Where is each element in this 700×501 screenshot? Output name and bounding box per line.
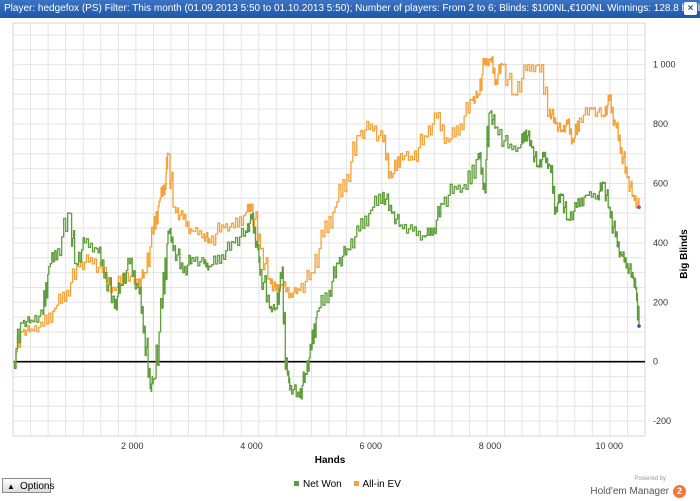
y-tick-label: 400 <box>653 238 668 248</box>
legend-item-net-won[interactable]: Net Won <box>294 479 342 491</box>
options-label: Options <box>20 481 55 492</box>
brand-name: Hold'em Manager <box>590 485 669 497</box>
y-tick-label: 600 <box>653 178 668 188</box>
net-won-swatch <box>294 481 299 486</box>
x-axis-ticks: 2 000 4 000 6 000 8 000 10 000 <box>121 441 623 451</box>
y-axis-label: Big Blinds <box>679 229 690 279</box>
powered-by-text: Powered by <box>634 476 666 482</box>
legend-label-allin-ev: All-in EV <box>362 479 401 490</box>
x-tick-label: 2 000 <box>121 441 144 451</box>
x-tick-label: 6 000 <box>359 441 382 451</box>
options-button[interactable]: ▲ Options <box>2 478 55 493</box>
close-icon[interactable]: × <box>684 2 697 15</box>
x-tick-label: 4 000 <box>240 441 263 451</box>
x-tick-label: 10 000 <box>595 441 623 451</box>
report-filter-caption: Player: hedgefox (PS) Filter: This month… <box>4 3 700 14</box>
brand-block: Powered by Hold'em Manager 2 <box>590 476 686 501</box>
legend-label-net-won: Net Won <box>303 479 342 490</box>
net-won-endpoint <box>637 324 641 328</box>
series-layer <box>13 56 641 400</box>
y-tick-label: 0 <box>653 357 658 367</box>
title-bar: Player: hedgefox (PS) Filter: This month… <box>0 0 700 18</box>
y-tick-label: -200 <box>653 416 671 426</box>
y-tick-label: 800 <box>653 119 668 129</box>
allin-ev-endpoint <box>637 205 641 210</box>
legend-item-allin-ev[interactable]: All-in EV <box>353 479 401 491</box>
winnings-graph: 2 000 4 000 6 000 8 000 10 000 -200 0 200 400 60… <box>12 22 690 466</box>
y-tick-label: 200 <box>653 297 668 307</box>
x-axis-label: Hands <box>315 455 346 466</box>
x-tick-label: 8 000 <box>479 441 502 451</box>
net-won-line <box>13 110 640 400</box>
chevron-up-icon: ▲ <box>7 482 15 491</box>
y-tick-label: 1 000 <box>653 60 676 70</box>
chart-legend: Net Won All-in EV <box>294 479 410 491</box>
brand-logo-icon: 2 <box>673 485 686 499</box>
y-axis-ticks: -200 0 200 400 600 800 1 000 <box>653 60 676 427</box>
allin-ev-swatch <box>353 481 359 486</box>
bottom-toolbar: ▲ Options Net Won All-in EV Powered by H… <box>0 476 700 499</box>
